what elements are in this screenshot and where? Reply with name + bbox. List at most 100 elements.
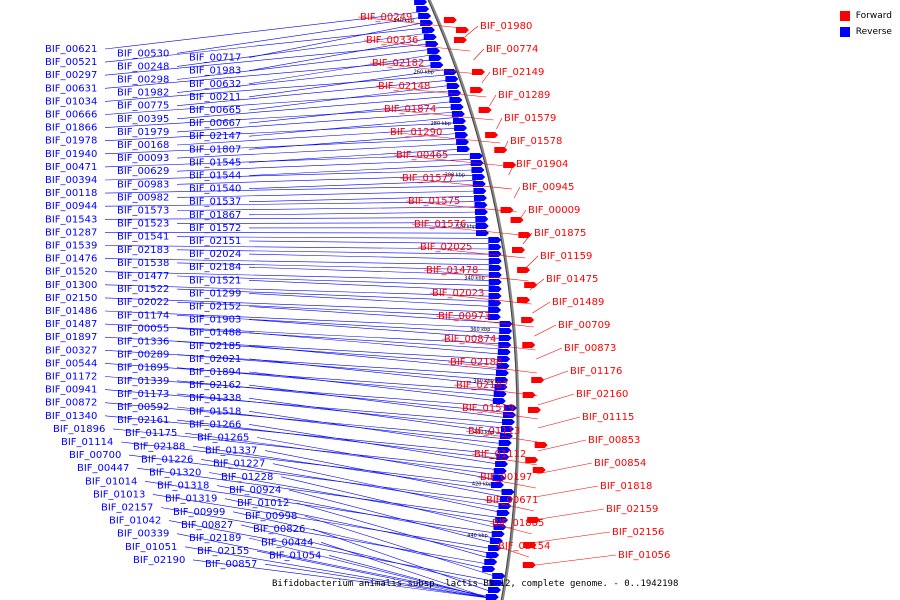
reverse-gene-glyph (445, 76, 459, 82)
leader-line (192, 446, 502, 492)
leader-line (104, 297, 499, 313)
leader-line (471, 453, 538, 466)
leader-line (104, 27, 428, 63)
leader-line (537, 439, 587, 452)
gene-label-reverse: BIF_01982 (117, 88, 169, 99)
map-title: Bifidobacterium animalis subsp. lactis B… (272, 579, 679, 589)
gene-label-reverse: BIF_01173 (117, 389, 169, 400)
reverse-gene-glyph (501, 489, 515, 495)
leader-line (176, 143, 467, 159)
gene-label-forward: BIF_00853 (588, 435, 640, 446)
leader-line (429, 292, 532, 305)
leader-line (104, 363, 504, 392)
gene-label-forward: BIF_00854 (594, 458, 646, 469)
gene-label-forward: BIF_01818 (600, 481, 652, 492)
forward-gene-glyph (518, 232, 532, 238)
leader-line (176, 367, 504, 397)
leader-line (248, 240, 489, 244)
forward-gene-glyph (478, 107, 492, 113)
gene-label-reverse: BIF_01540 (189, 184, 241, 195)
reverse-gene-glyph (499, 328, 513, 334)
gene-label-forward: BIF_00973 (438, 311, 490, 322)
gene-label-reverse: BIF_00055 (117, 323, 169, 334)
reverse-gene-glyph (497, 356, 511, 362)
leader-line (176, 111, 458, 133)
leader-line (496, 117, 503, 130)
leader-line (536, 462, 593, 475)
reverse-gene-glyph (493, 524, 507, 530)
leader-line (104, 138, 466, 155)
reverse-gene-glyph (474, 202, 488, 208)
gene-label-forward: BIF_02148 (378, 81, 430, 92)
gene-label-reverse: BIF_02024 (189, 249, 241, 260)
gene-label-reverse: BIF_01320 (149, 468, 201, 479)
leader-line (248, 293, 498, 308)
gene-label-reverse: BIF_00394 (45, 175, 97, 186)
leader-line (176, 533, 489, 597)
reverse-gene-glyph (491, 531, 505, 537)
reverse-gene-glyph (471, 167, 485, 173)
leader-line (176, 32, 430, 67)
reverse-gene-glyph (449, 97, 463, 103)
leader-line (529, 278, 545, 291)
gene-label-reverse: BIF_00983 (117, 179, 169, 190)
gene-label-reverse: BIF_02021 (189, 354, 241, 365)
leader-line (176, 190, 479, 198)
gene-label-reverse: BIF_01340 (45, 411, 97, 422)
gene-label-forward: BIF_01113 (468, 426, 520, 437)
leader-line (144, 481, 498, 534)
tick-label: 300 kbp (445, 173, 465, 179)
gene-label-forward: BIF_02187 (456, 380, 508, 391)
leader-line (176, 328, 502, 350)
leader-line (495, 545, 529, 558)
leader-line (537, 416, 581, 429)
gene-label-reverse: BIF_02157 (101, 503, 153, 514)
leader-line (423, 269, 529, 282)
leader-line (256, 550, 489, 599)
gene-label-reverse: BIF_01866 (45, 123, 97, 134)
gene-label-reverse: BIF_01034 (45, 96, 97, 107)
leader-line (248, 424, 504, 466)
gene-label-reverse: BIF_01287 (45, 227, 97, 238)
gene-label-forward: BIF_01874 (384, 104, 436, 115)
gene-label-forward: BIF_02182 (372, 58, 424, 69)
leader-line (248, 69, 444, 98)
leader-line (375, 85, 487, 98)
reverse-gene-glyph (503, 405, 517, 411)
gene-label-forward: BIF_01578 (510, 136, 562, 147)
leader-line (104, 245, 490, 250)
leader-line (104, 389, 505, 424)
gene-label-reverse: BIF_02150 (45, 293, 97, 304)
gene-label-forward: BIF_01489 (552, 297, 604, 308)
leader-line (248, 195, 480, 202)
gene-label-forward: BIF_01475 (546, 274, 598, 285)
gene-label-forward: BIF_01575 (408, 196, 460, 207)
gene-label-reverse: BIF_00168 (117, 140, 169, 151)
gene-label-reverse: BIF_02188 (133, 441, 185, 452)
leader-line (160, 507, 494, 566)
forward-gene-glyph (521, 317, 535, 323)
tick-label: 440 kbp (467, 533, 487, 539)
legend-label-forward: Forward (855, 11, 892, 21)
leader-line (176, 275, 496, 287)
gene-label-reverse: BIF_00248 (117, 61, 169, 72)
leader-line (363, 39, 471, 52)
gene-label-reverse: BIF_01172 (45, 372, 97, 383)
leader-line (104, 74, 446, 102)
forward-gene-glyph (522, 342, 536, 348)
tick-label: 320 kbp (456, 224, 476, 230)
forward-gene-glyph (523, 542, 537, 548)
leader-line (104, 43, 434, 76)
gene-label-reverse: BIF_01895 (117, 363, 169, 374)
leader-line (248, 266, 494, 276)
reverse-gene-glyph (448, 90, 462, 96)
leader-line (453, 384, 538, 397)
leader-line (104, 415, 504, 455)
reverse-gene-glyph (498, 335, 512, 341)
leader-line (527, 554, 617, 567)
gene-label-forward: BIF_02156 (612, 527, 664, 538)
leader-line (393, 154, 507, 167)
leader-line (192, 559, 489, 599)
reverse-gene-glyph (451, 111, 465, 117)
gene-label-reverse: BIF_00118 (45, 188, 97, 199)
